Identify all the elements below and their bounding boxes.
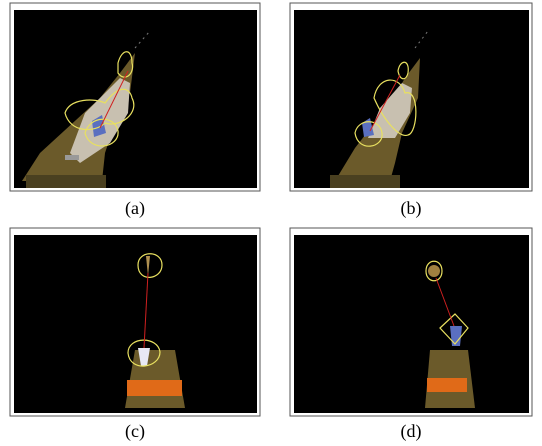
orange-block [427, 378, 467, 392]
caption: (b) [401, 198, 422, 219]
panel-a: (a) [10, 3, 260, 219]
table [125, 350, 185, 408]
caption: (a) [125, 198, 145, 219]
ball [428, 265, 440, 277]
panel-b: (b) [290, 3, 532, 219]
caption: (c) [125, 421, 145, 442]
floor [26, 175, 106, 188]
orange-block [127, 380, 182, 396]
caption: (d) [401, 421, 422, 442]
video-frame [294, 235, 529, 413]
figure: (a) (b) (c) (d) [0, 0, 542, 446]
panel-c: (c) [10, 228, 260, 442]
panel-d: (d) [290, 228, 532, 442]
floor [330, 175, 400, 188]
small-object [65, 155, 79, 160]
